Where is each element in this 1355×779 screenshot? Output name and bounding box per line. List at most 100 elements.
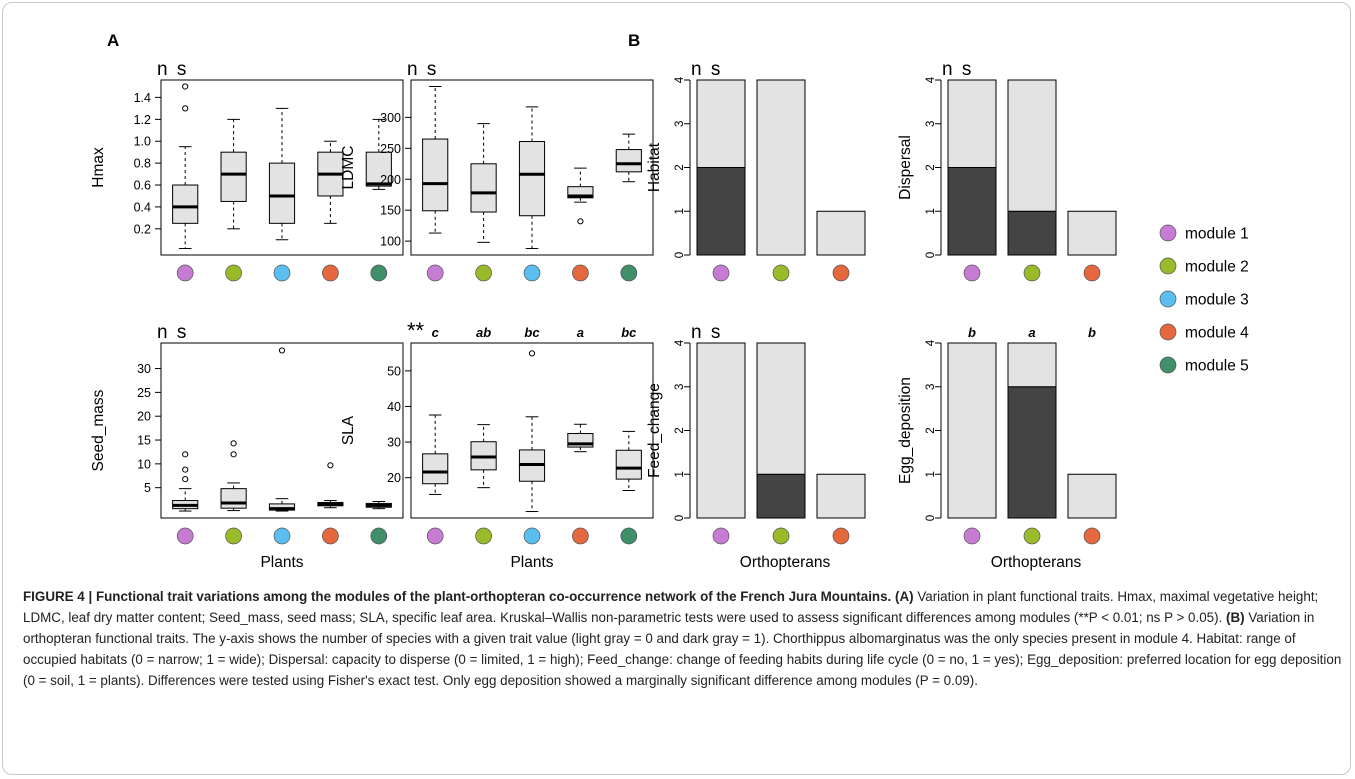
y-tick-label: 4	[925, 76, 937, 83]
y-tick-label: 2	[674, 427, 686, 433]
y-tick-label: 150	[380, 204, 401, 218]
group-letter: a	[577, 325, 584, 340]
iqr-box	[422, 138, 449, 212]
y-tick-label: 25	[137, 386, 151, 400]
subplot-dispersal: 0 1 2 3 4 Dispersal n s	[897, 59, 1117, 282]
subplot-habitat: 0 1 2 3 4 Habitat n s	[646, 59, 866, 282]
module-5-marker-icon	[620, 527, 638, 545]
y-tick-label: 3	[925, 384, 937, 390]
y-axis-label: Hmax	[90, 147, 107, 188]
iqr-box	[615, 449, 642, 480]
x-axis-label: Orthopterans	[991, 554, 1082, 571]
outlier-point	[278, 347, 286, 354]
box-module-2	[220, 440, 247, 512]
module-2-marker-icon	[475, 264, 492, 282]
y-tick-label: 0.2	[134, 222, 151, 236]
significance-label: n s	[407, 59, 438, 80]
box-module-2	[470, 424, 497, 489]
group-letter: bc	[524, 325, 540, 340]
caption-label-a: (A)	[895, 589, 914, 604]
y-tick-label: 1.0	[134, 135, 151, 149]
box-module-4	[317, 462, 344, 509]
y-axis-label: Feed_change	[646, 383, 663, 478]
group-letter: ab	[476, 325, 491, 340]
legend-module-2-label: module 2	[1185, 259, 1249, 276]
y-tick-label: 4	[674, 76, 686, 83]
y-tick-label: 3	[925, 121, 937, 127]
outlier-point	[327, 462, 334, 469]
y-tick-label: 250	[380, 142, 401, 156]
module-4-marker-icon	[572, 527, 589, 545]
y-tick-label: 3	[674, 384, 686, 390]
module-2-marker-icon	[772, 527, 790, 545]
y-tick-label: 15	[137, 434, 151, 448]
module-1-marker-icon	[176, 527, 194, 545]
legend-module-3-icon	[1159, 290, 1177, 308]
y-axis-label: SLA	[340, 415, 357, 445]
y-tick-label: 200	[380, 173, 401, 187]
module-2-marker-icon	[475, 527, 492, 545]
iqr-box	[422, 453, 449, 485]
significance-label: n s	[157, 59, 188, 80]
caption-title: FIGURE 4 | Functional trait variations a…	[23, 589, 892, 604]
outlier-point	[577, 218, 584, 225]
plot-frame	[160, 79, 404, 256]
iqr-box	[518, 141, 546, 217]
x-axis-label: Orthopterans	[740, 554, 831, 571]
outlier-point	[182, 83, 189, 90]
module-4-marker-icon	[832, 527, 850, 545]
y-tick-label: 20	[387, 471, 401, 485]
bar-segment-value-0	[816, 210, 866, 256]
y-tick-label: 0	[674, 515, 686, 521]
legend-module-1-icon	[1159, 224, 1177, 242]
box-module-3	[518, 350, 546, 513]
y-tick-label: 30	[137, 362, 151, 376]
module-1-marker-icon	[963, 527, 981, 545]
module-legend: module 1 module 2 module 3 module 4 module 5	[1159, 224, 1249, 375]
significance-label: n s	[691, 59, 722, 80]
y-tick-label: 0	[674, 252, 686, 258]
y-tick-label: 0.8	[134, 157, 151, 171]
module-1-marker-icon	[426, 527, 444, 545]
x-axis-label: Plants	[510, 554, 553, 571]
module-4-marker-icon	[322, 264, 339, 282]
box-module-5	[615, 133, 642, 183]
box-module-1	[172, 451, 199, 512]
y-tick-label: 4	[925, 339, 937, 346]
box-module-1	[422, 85, 449, 234]
y-tick-label: 50	[387, 364, 401, 378]
group-letter: a	[1028, 325, 1035, 340]
legend-module-1-label: module 1	[1185, 226, 1249, 243]
iqr-box	[220, 151, 247, 202]
iqr-box	[172, 184, 199, 224]
legend-module-2-icon	[1159, 257, 1177, 275]
outlier-point	[230, 451, 237, 458]
significance-label: n s	[691, 322, 722, 343]
y-tick-label: 100	[380, 235, 401, 249]
y-tick-label: 1	[674, 471, 686, 477]
box-module-3	[518, 106, 546, 250]
outlier-point	[182, 476, 189, 483]
bar-segment-value-0	[816, 473, 866, 519]
legend-module-4-label: module 4	[1185, 325, 1249, 342]
bar-segment-value-0	[696, 79, 746, 168]
box-module-3	[268, 347, 296, 512]
significance-label: n s	[157, 322, 188, 343]
y-axis-label: Seed_mass	[90, 389, 107, 471]
subplot-egg_deposition: 0 1 2 3 4 Egg_deposition b a b Orthopterans	[897, 325, 1117, 571]
subplot-seed_mass: 5 10 15 20 25 30 Seed_mass n s Plants	[90, 322, 404, 571]
module-1-marker-icon	[426, 264, 444, 282]
bar-segment-value-1	[756, 473, 806, 519]
bar-segment-value-1	[696, 167, 746, 256]
iqr-box	[470, 163, 497, 213]
y-tick-label: 0	[925, 515, 937, 521]
y-tick-label: 300	[380, 111, 401, 125]
y-tick-label: 20	[137, 410, 151, 424]
significance-label: **	[407, 318, 425, 343]
y-tick-label: 2	[925, 427, 937, 433]
bar-segment-value-1	[1007, 386, 1057, 519]
module-5-marker-icon	[370, 527, 388, 545]
box-module-4	[567, 167, 594, 225]
